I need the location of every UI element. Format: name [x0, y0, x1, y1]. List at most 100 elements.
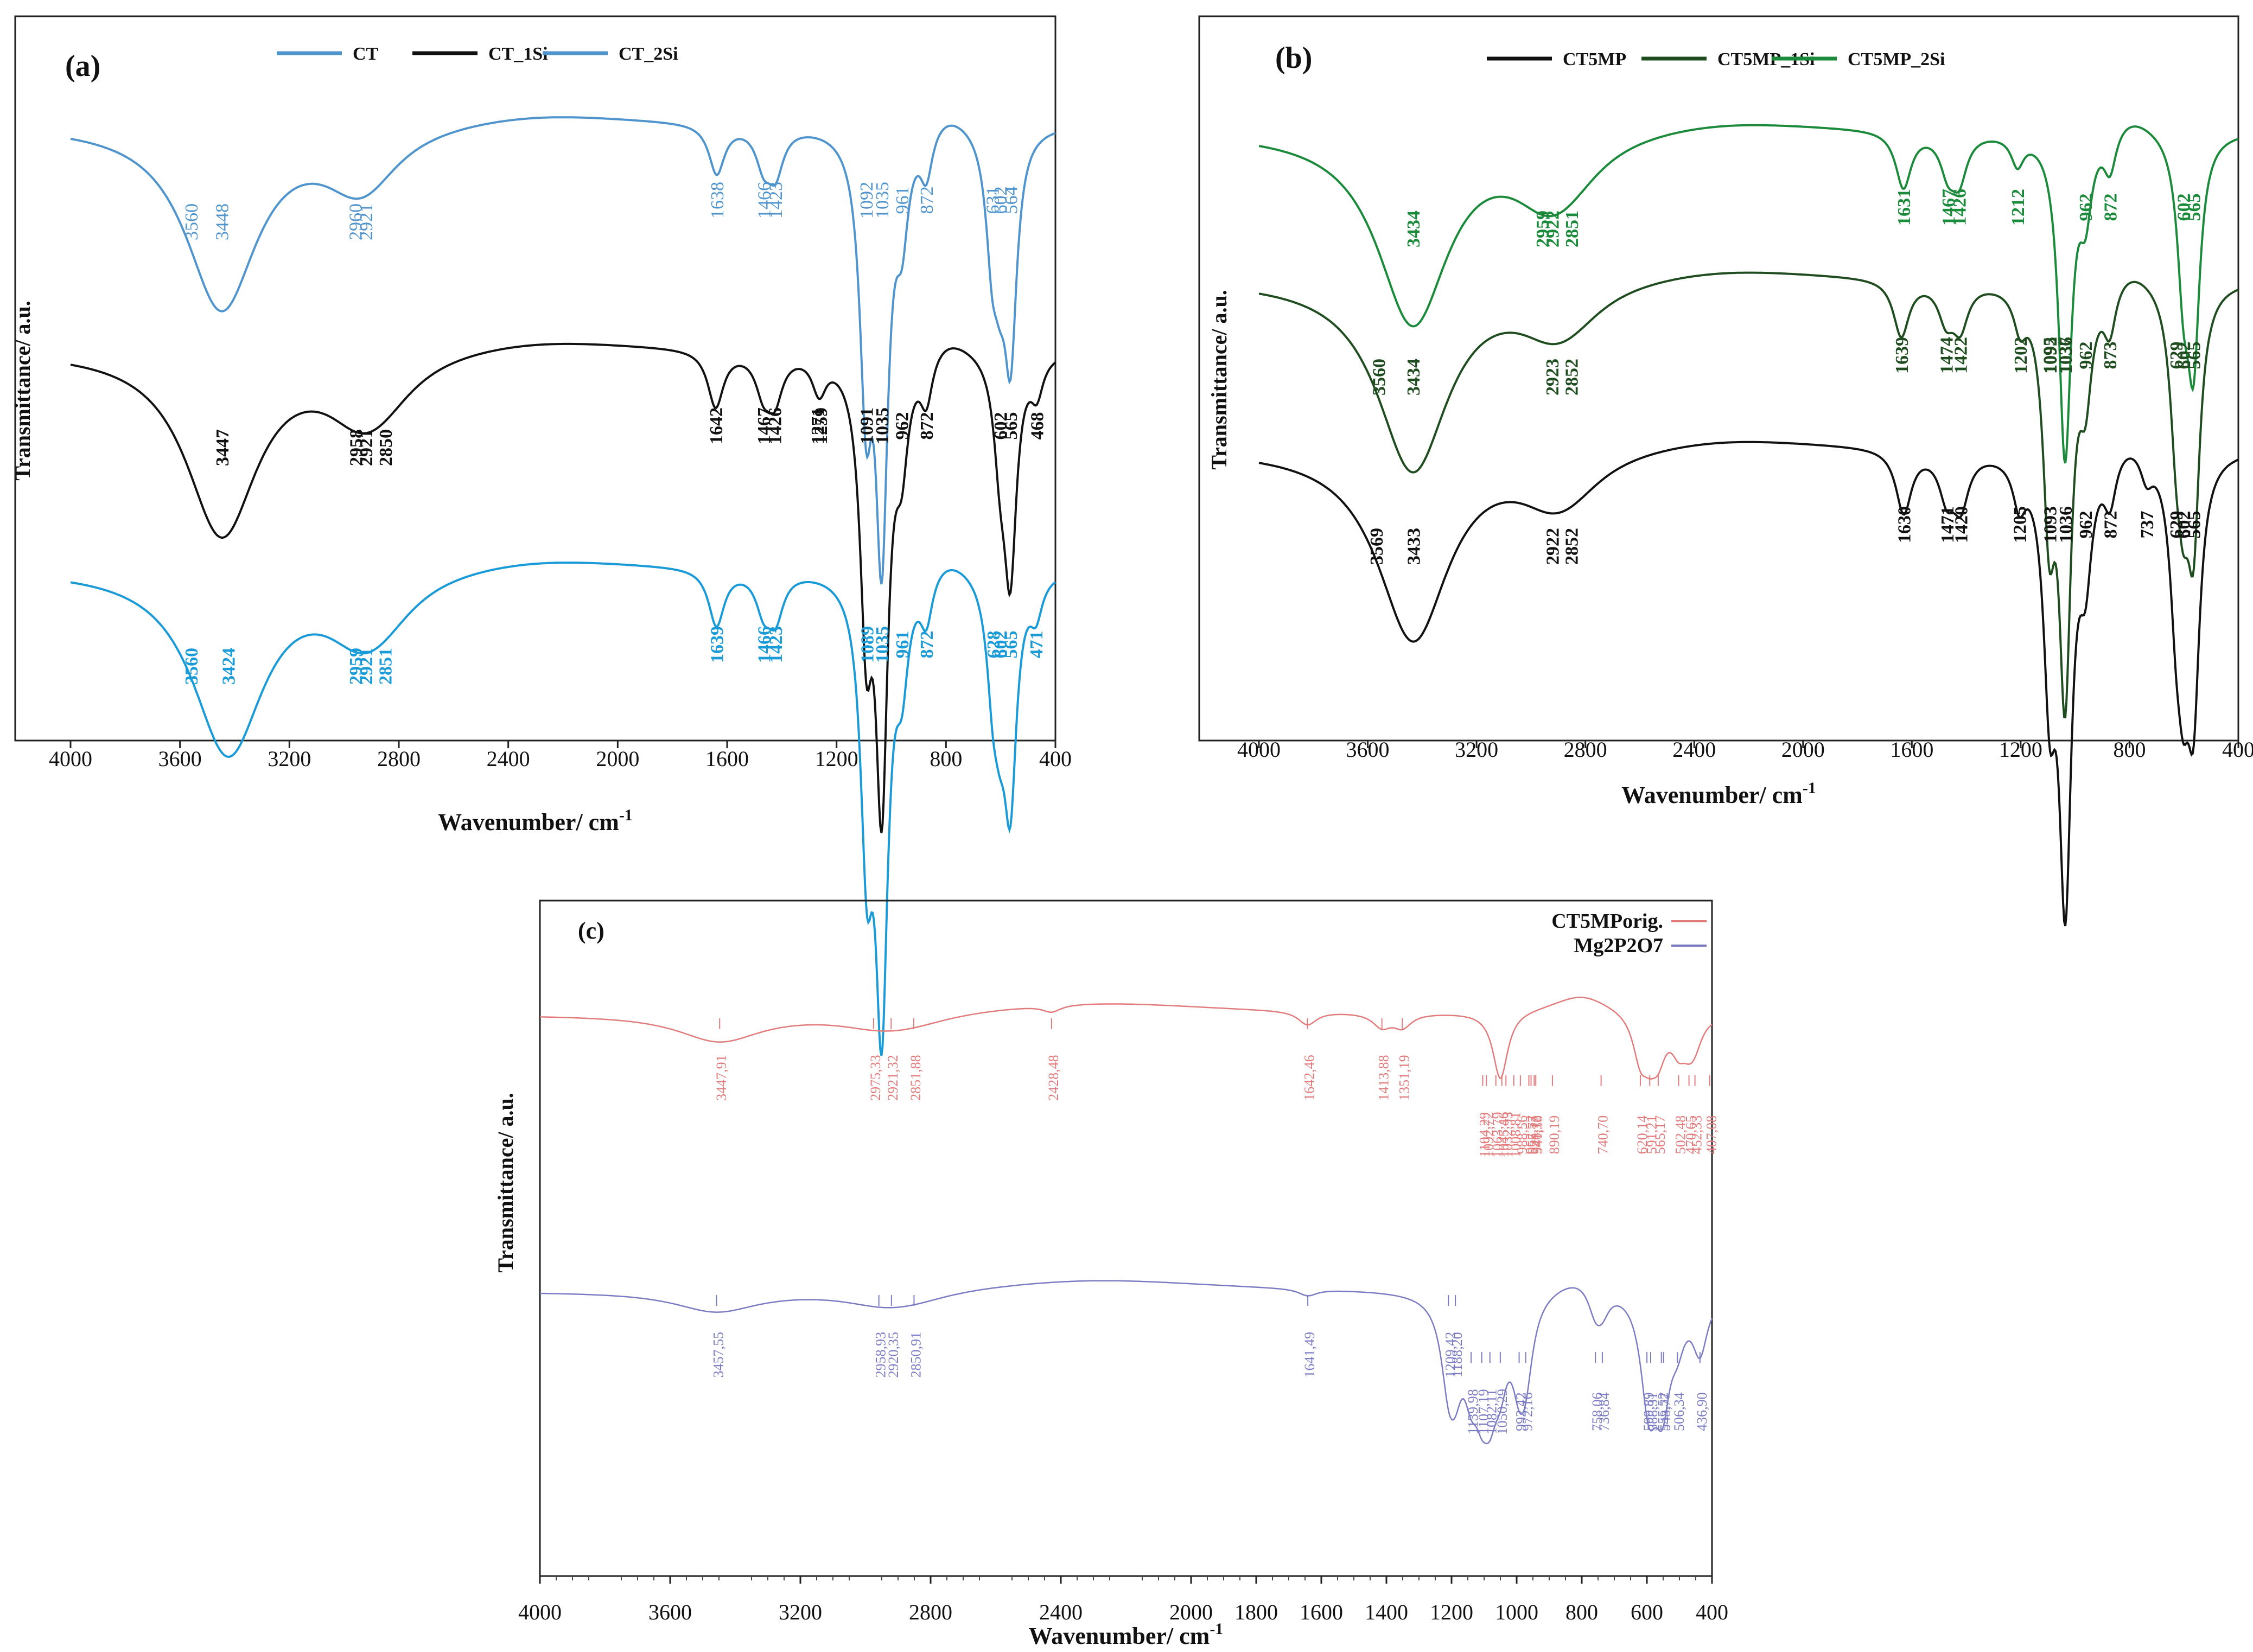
x-tick-label-800: 800	[1565, 1600, 1598, 1624]
peak-label-1-3: 2850,91	[908, 1332, 924, 1378]
peak-label-1-7: 1271	[808, 407, 828, 444]
peak-label-1-8: 1107,19	[1476, 1389, 1492, 1434]
peak-label-2-6: 1420	[1952, 506, 1972, 543]
peak-label-1-12: 872	[917, 412, 937, 440]
x-tick-label-3200: 3200	[1455, 737, 1498, 762]
peak-label-1-10: 1092	[2041, 337, 2061, 374]
x-tick-label-1600: 1600	[1300, 1600, 1343, 1624]
peak-label-1-5: 1209,42	[1442, 1332, 1458, 1378]
peak-label-1-0: 3560	[1370, 359, 1390, 396]
peak-label-0-10: 602	[2174, 194, 2194, 221]
peak-label-2-15: 565	[2184, 511, 2204, 538]
peak-label-0-0: 3447,91	[714, 1055, 729, 1101]
x-tick-label-3200: 3200	[779, 1600, 822, 1624]
peak-label-1-12: 972,16	[1520, 1392, 1536, 1431]
peak-label-0-27: 407,08	[1704, 1115, 1720, 1155]
y-axis-title: Transmittance/ a.u.	[1207, 290, 1231, 469]
peak-label-1-9: 1082,11	[1484, 1389, 1500, 1434]
peak-label-0-4: 1631	[1894, 189, 1914, 226]
peak-label-2-11: 872	[2101, 511, 2121, 539]
legend-label-2: CT_2Si	[619, 44, 678, 64]
x-tick-label-2800: 2800	[377, 747, 421, 771]
peak-label-0-18: 941,30	[1530, 1115, 1545, 1155]
x-tick-label-400: 400	[1039, 747, 1072, 771]
legend-label-1: Mg2P2O7	[1574, 934, 1663, 957]
peak-label-1-4: 1639	[1892, 337, 1912, 374]
peak-label-1-8: 1259	[811, 407, 831, 444]
x-tick-label-4000: 4000	[49, 747, 92, 771]
peak-label-0-4: 2428,48	[1046, 1055, 1061, 1101]
peak-label-2-3: 2852	[1562, 528, 1582, 565]
peak-label-2-5: 1471	[1938, 506, 1958, 543]
peak-label-2-0: 3569	[1367, 528, 1387, 565]
peak-label-2-7: 1205	[2010, 506, 2030, 543]
series-line-1	[540, 1280, 1713, 1444]
x-tick-label-3600: 3600	[648, 1600, 692, 1624]
peak-label-2-1: 3424	[219, 648, 239, 685]
peak-label-2-14: 602	[2174, 511, 2194, 539]
peak-label-1-10: 1050,29	[1494, 1389, 1510, 1435]
peak-label-0-9: 961	[893, 187, 913, 214]
peak-label-1-7: 1139,98	[1465, 1389, 1481, 1434]
peak-label-0-12: 1032,93	[1500, 1112, 1516, 1158]
x-axis-title-sup: -1	[619, 806, 633, 824]
peak-label-1-4: 1642	[707, 407, 727, 444]
plot-frame	[539, 900, 1713, 1577]
peak-label-1-14: 736,84	[1596, 1392, 1612, 1431]
x-tick-label-1400: 1400	[1365, 1600, 1408, 1624]
peak-label-1-2: 2920,35	[886, 1332, 901, 1378]
x-tick-label-400: 400	[2222, 737, 2253, 762]
peak-label-0-21: 620,14	[1634, 1115, 1650, 1155]
y-axis-title: Transmittance/ a.u.	[493, 1093, 518, 1272]
peak-label-1-0: 3447	[213, 429, 233, 466]
x-tick-label-3200: 3200	[268, 747, 311, 771]
peak-label-0-2: 2921,32	[885, 1055, 901, 1101]
x-tick-label-2800: 2800	[1564, 737, 1607, 762]
peak-label-0-8: 962	[2076, 194, 2096, 221]
peak-label-0-5: 1467	[1939, 189, 1959, 226]
legend-label-2: CT5MP_2Si	[1848, 49, 1945, 69]
peak-label-1-10: 1035	[873, 407, 893, 444]
peak-label-0-9: 872	[2101, 194, 2121, 221]
x-tick-label-1200: 1200	[815, 747, 858, 771]
x-axis-title: Wavenumber/ cm-1	[1029, 1620, 1224, 1649]
peak-label-0-9: 1092,72	[1480, 1112, 1496, 1158]
peak-label-1-12: 962	[2076, 342, 2096, 369]
panel-a: 4000 3600 3200 2800 2400 2000 1600 1200 800 400 Wa…	[10, 15, 1072, 1056]
peak-label-1-0: 3457,55	[710, 1332, 726, 1378]
x-tick-label-1800: 1800	[1234, 1600, 1278, 1624]
peak-label-0-10: 1063,79	[1490, 1112, 1506, 1158]
peak-label-0-19: 890,19	[1546, 1115, 1562, 1155]
peak-label-2-7: 1423	[766, 626, 786, 663]
plot-frame	[14, 15, 1057, 742]
peak-label-1-13: 758,06	[1589, 1392, 1605, 1431]
peak-label-1-17: 555,52	[1656, 1392, 1671, 1431]
peak-label-2-13: 629	[2167, 511, 2187, 539]
peak-label-1-9: 1037	[2056, 337, 2076, 374]
peak-label-0-22: 591,21	[1644, 1115, 1659, 1155]
x-tick-label-1600: 1600	[705, 747, 749, 771]
peak-label-2-12: 628	[984, 631, 1004, 659]
peak-label-1-1: 2958,93	[873, 1332, 889, 1378]
legend-label-0: CT5MP	[1563, 49, 1626, 69]
peak-label-2-0: 3560	[182, 648, 202, 685]
peak-label-0-8: 1035	[873, 182, 893, 219]
x-tick-label-2400: 2400	[1039, 1600, 1083, 1624]
panel-label: (b)	[1275, 41, 1312, 75]
peak-label-1-14: 629	[2167, 342, 2187, 369]
peak-label-0-1: 2975,33	[868, 1055, 883, 1101]
peak-label-2-6: 1466	[755, 626, 775, 663]
peak-label-1-9: 1091	[857, 407, 877, 444]
peak-label-0-3: 2921	[357, 203, 377, 240]
peak-label-2-1: 3433	[1404, 528, 1424, 565]
x-tick-label-400: 400	[1696, 1600, 1728, 1624]
peak-label-1-11: 962	[893, 412, 913, 440]
y-axis-title: Transmittance/ a.u.	[10, 301, 35, 480]
peak-label-2-2: 2922	[1543, 528, 1563, 565]
peak-label-2-15: 471	[1027, 631, 1047, 659]
peak-label-1-13: 873	[2101, 342, 2121, 369]
peak-label-1-3: 2852	[1562, 359, 1582, 396]
peak-label-1-4: 1641,49	[1302, 1332, 1318, 1378]
x-tick-label-2400: 2400	[487, 747, 530, 771]
